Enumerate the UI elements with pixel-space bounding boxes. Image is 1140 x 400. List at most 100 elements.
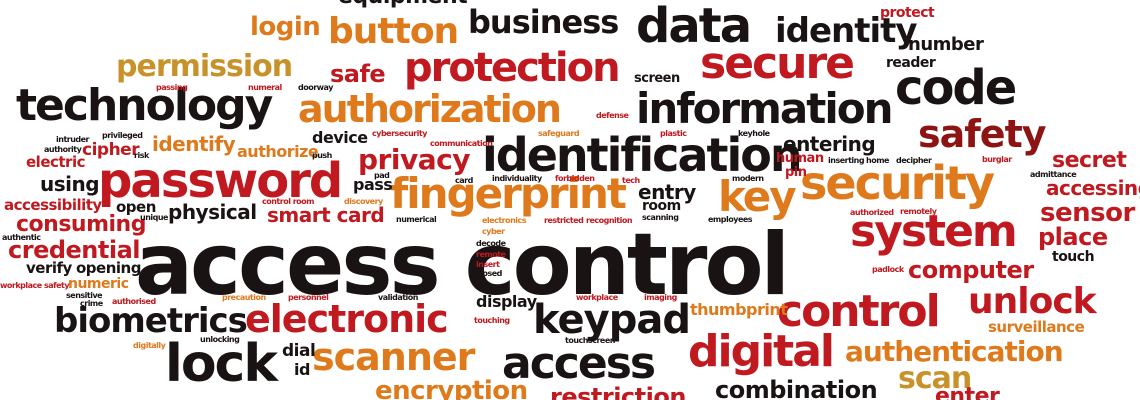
word-button: button [328, 11, 459, 52]
word-recognition: recognition [586, 216, 633, 225]
word-keypad: keypad [533, 297, 691, 343]
word-device: device [312, 128, 368, 147]
word-using: using [40, 172, 100, 196]
word-authorization: authorization [298, 87, 562, 131]
word-place: place [1038, 223, 1108, 251]
word-electronics: electronics [482, 216, 527, 225]
word-authority: authority [44, 145, 82, 154]
word-business: business [468, 3, 619, 41]
word-plastic: plastic [660, 129, 687, 138]
word-physical: physical [168, 200, 257, 224]
word-intruder: intruder [56, 135, 90, 144]
word-combination: combination [715, 376, 878, 400]
word-pass: pass [353, 175, 393, 194]
word-remotely: remotely [900, 207, 937, 216]
word-home: home [866, 156, 889, 165]
word-fingerprint: fingerprint [390, 169, 627, 218]
word-key: key [718, 172, 797, 221]
word-scanner: scanner [312, 335, 475, 379]
word-numerical: numerical [396, 215, 437, 224]
word-surveillance: surveillance [988, 318, 1085, 336]
word-display: display [476, 292, 537, 311]
word-touching: touching [474, 316, 510, 325]
word-numeric: numeric [68, 276, 129, 292]
word-numeral: numeral [248, 83, 282, 92]
word-restriction: restriction [550, 383, 686, 400]
word-risk: risk [134, 151, 149, 160]
word-defense: defense [596, 111, 629, 120]
word-communication: communication [430, 139, 493, 148]
word-consuming: consuming [16, 212, 146, 237]
word-imaging: imaging [644, 293, 677, 302]
word-id: id [294, 360, 310, 379]
word-control-room: control room [262, 197, 315, 206]
word-card: card [455, 176, 473, 185]
word-identity: identity [775, 11, 918, 51]
word-unlock: unlock [968, 281, 1097, 322]
word-authorize: authorize [237, 142, 319, 161]
word-push: push [312, 151, 332, 160]
word-digital: digital [688, 326, 835, 377]
word-authorised: authorised [112, 297, 156, 306]
word-screen: screen [634, 71, 680, 86]
word-open: open [116, 198, 156, 216]
word-identification: identification [482, 128, 803, 182]
word-electric: electric [26, 153, 85, 171]
word-technology: technology [16, 80, 273, 131]
word-electronic: electronic [245, 297, 449, 341]
word-security: security [800, 156, 995, 210]
word-precaution: precaution [222, 293, 266, 302]
word-access-small: access [502, 338, 656, 389]
word-tech: tech [622, 176, 640, 185]
word-system: system [850, 206, 1018, 257]
word-entry: entry [638, 180, 696, 204]
word-remote: remote [476, 250, 506, 259]
word-authorized: authorized [850, 208, 894, 217]
word-privacy: privacy [358, 143, 470, 176]
word-password: password [98, 153, 343, 209]
word-forbidden: forbidden [555, 174, 595, 183]
word-safeguard: safeguard [538, 129, 580, 138]
word-biometrics: biometrics [54, 301, 248, 341]
word-unique: unique [140, 213, 168, 222]
word-crime: crime [80, 299, 103, 308]
word-touch: touch [1052, 249, 1095, 265]
word-digitally: digitally [133, 341, 166, 350]
word-entering: entering [783, 132, 876, 156]
word-authentication: authentication [845, 335, 1064, 368]
word-discovery: discovery [344, 197, 383, 206]
word-individuality: individuality [492, 174, 542, 183]
word-modern: modern [732, 174, 764, 183]
word-inserting: inserting [828, 156, 865, 165]
word-secret: secret [1052, 148, 1127, 173]
word-credential: credential [8, 236, 141, 264]
word-validation: validation [378, 293, 418, 302]
word-identify: identify [152, 132, 236, 156]
word-number: number [908, 34, 984, 55]
word-decipher: decipher [896, 156, 932, 165]
word-pin: pin [785, 165, 807, 180]
word-login: login [250, 12, 321, 42]
word-sensitive: sensitive [66, 291, 103, 300]
word-dial: dial [282, 341, 316, 361]
word-protect: protect [880, 5, 935, 21]
word-smart-card: smart card [267, 203, 385, 227]
word-data: data [636, 0, 752, 54]
word-secure: secure [700, 38, 855, 89]
word-unlocking: unlocking [200, 335, 240, 344]
word-workplace-safety: workplace safety [0, 281, 70, 290]
word-cyber: cyber [482, 227, 505, 236]
word-safety: safety [918, 112, 1047, 156]
word-cipher: cipher [82, 140, 140, 160]
word-workplace: workplace [576, 293, 618, 302]
word-room: room [642, 198, 681, 214]
word-privileged: privileged [102, 131, 143, 140]
word-reader: reader [886, 55, 936, 71]
word-padlock: padlock [872, 265, 904, 274]
word-accessing: accessing [1046, 176, 1140, 200]
word-encryption: encryption [375, 376, 528, 400]
word-touchscreen: touchscreen [565, 336, 615, 345]
word-keyhole: keyhole [738, 129, 770, 138]
word-enter: enter [935, 384, 1000, 400]
